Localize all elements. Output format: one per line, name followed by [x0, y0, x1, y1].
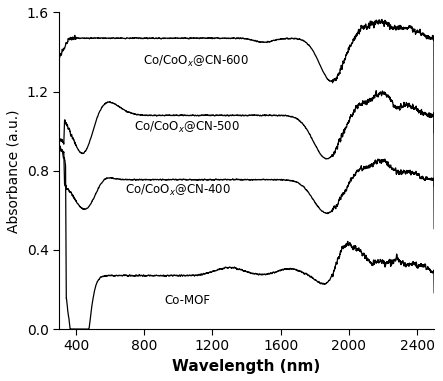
- Y-axis label: Absorbance (a.u.): Absorbance (a.u.): [7, 109, 21, 232]
- X-axis label: Wavelength (nm): Wavelength (nm): [172, 359, 321, 374]
- Text: Co-MOF: Co-MOF: [164, 294, 210, 307]
- Text: Co/CoO$_x$@CN-400: Co/CoO$_x$@CN-400: [125, 183, 231, 198]
- Text: Co/CoO$_x$@CN-600: Co/CoO$_x$@CN-600: [143, 54, 249, 69]
- Text: Co/CoO$_x$@CN-500: Co/CoO$_x$@CN-500: [134, 120, 240, 135]
